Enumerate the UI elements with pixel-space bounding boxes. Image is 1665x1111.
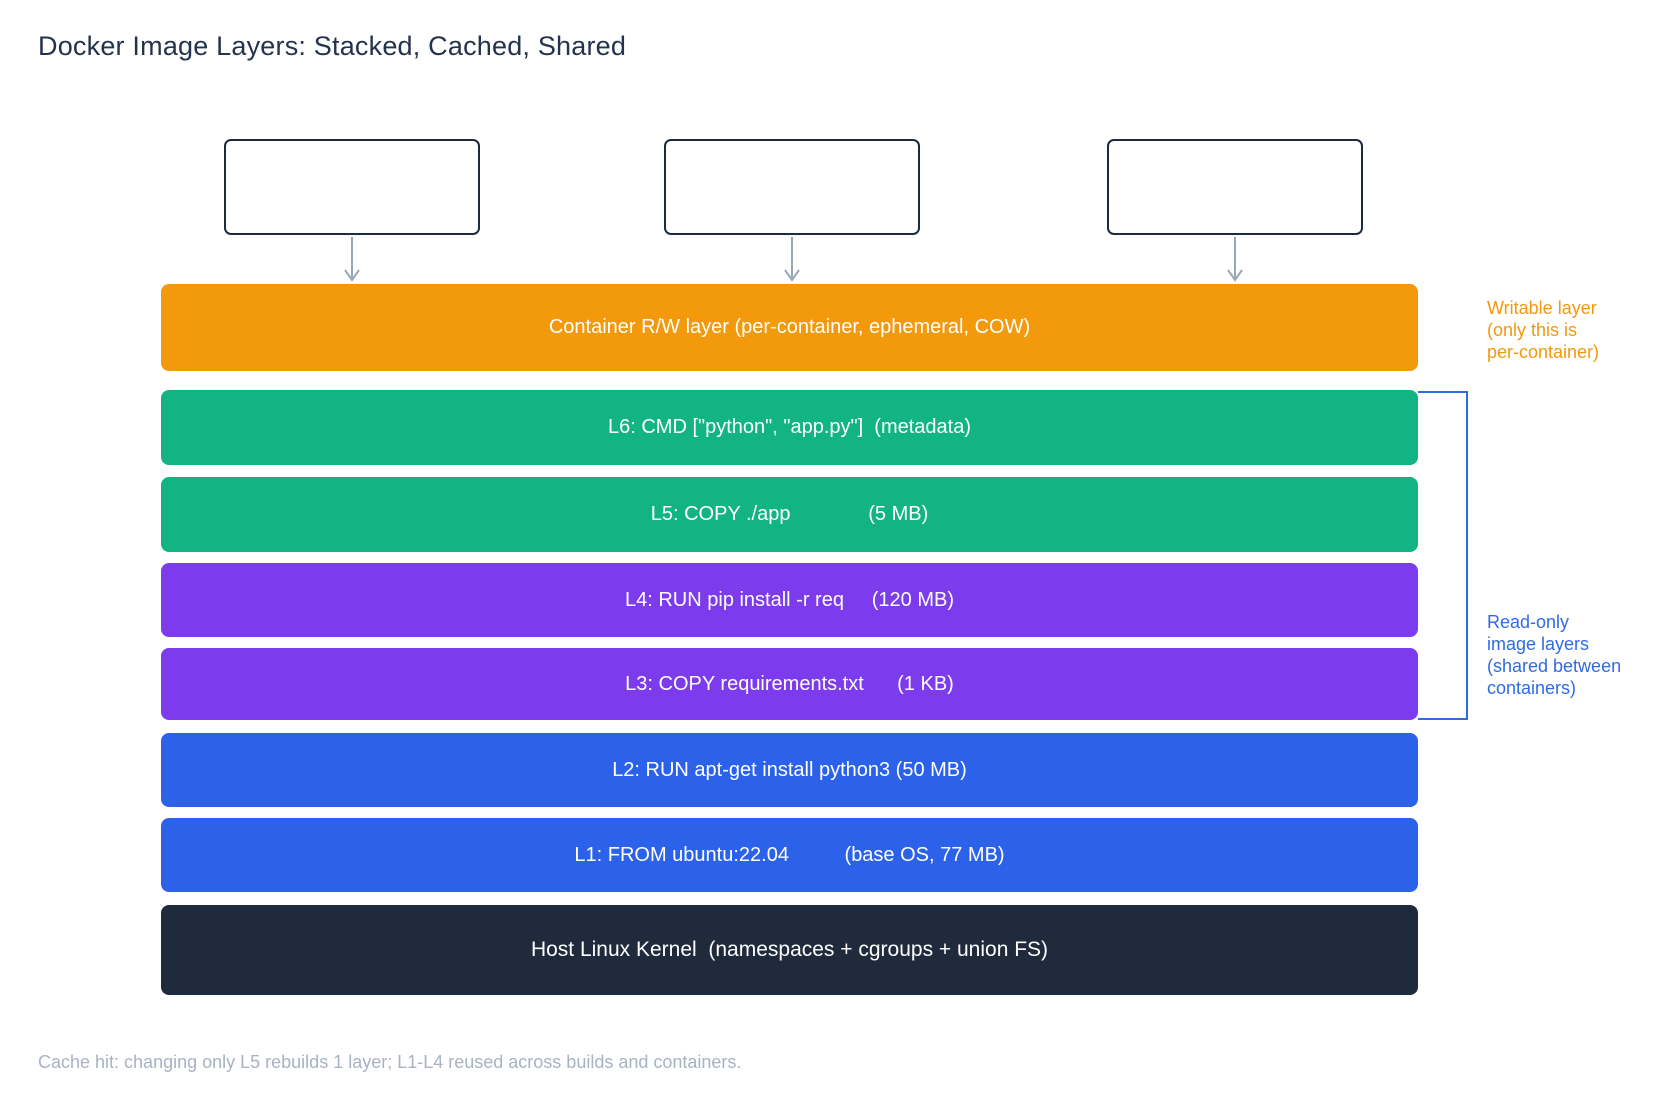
container-1-label: Container 1 xyxy=(300,175,404,198)
readonly-layers-bracket xyxy=(1418,391,1468,720)
image-layer-bar-l4: L4: RUN pip install -r req (120 MB) xyxy=(161,563,1418,637)
image-layer-bar-l3: L3: COPY requirements.txt (1 KB) xyxy=(161,648,1418,720)
image-layer-bar-l1: L1: FROM ubuntu:22.04 (base OS, 77 MB) xyxy=(161,818,1418,892)
image-layer-label-l4: L4: RUN pip install -r req (120 MB) xyxy=(625,588,954,611)
writable-layer-annotation: Writable layer (only this is per-contain… xyxy=(1487,298,1600,362)
container-1-box: Container 1 xyxy=(224,139,480,235)
arrow-down-icon xyxy=(344,237,360,282)
host-kernel-bar: Host Linux Kernel (namespaces + cgroups … xyxy=(161,905,1418,995)
page-title: Docker Image Layers: Stacked, Cached, Sh… xyxy=(38,31,627,61)
cache-hit-note: Cache hit: changing only L5 rebuilds 1 l… xyxy=(38,1052,742,1072)
container-3-label: Container 3 xyxy=(1183,175,1287,198)
image-layer-label-l3: L3: COPY requirements.txt (1 KB) xyxy=(625,672,954,695)
arrow-down-icon xyxy=(1227,237,1243,282)
container-2-box: Container 2 xyxy=(664,139,920,235)
image-layer-bar-l6: L6: CMD ["python", "app.py"] (metadata) xyxy=(161,390,1418,465)
container-3-box: Container 3 xyxy=(1107,139,1363,235)
image-layer-bar-l2: L2: RUN apt-get install python3 (50 MB) xyxy=(161,733,1418,807)
image-layer-label-l6: L6: CMD ["python", "app.py"] (metadata) xyxy=(607,416,971,438)
arrow-down-icon xyxy=(784,237,800,282)
image-layer-bar-l5: L5: COPY ./app (5 MB) xyxy=(161,477,1418,552)
image-layer-label-l1: L1: FROM ubuntu:22.04 (base OS, 77 MB) xyxy=(574,843,1005,866)
image-layer-label-l5: L5: COPY ./app (5 MB) xyxy=(650,503,929,525)
image-layer-label-l2: L2: RUN apt-get install python3 (50 MB) xyxy=(612,758,967,781)
container-2-label: Container 2 xyxy=(740,175,844,198)
host-kernel-label: Host Linux Kernel (namespaces + cgroups … xyxy=(530,938,1049,961)
writable-layer-bar: Container R/W layer (per-container, ephe… xyxy=(161,284,1418,371)
writable-layer-label: Container R/W layer (per-container, ephe… xyxy=(548,316,1031,338)
readonly-layers-annotation: Read-only image layers (shared between c… xyxy=(1487,612,1622,698)
